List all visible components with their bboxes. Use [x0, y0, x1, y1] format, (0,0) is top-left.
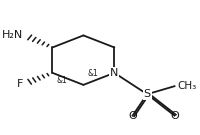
Text: F: F [17, 79, 23, 89]
Text: H₂N: H₂N [2, 30, 23, 40]
Text: S: S [144, 89, 151, 99]
Text: &1: &1 [88, 69, 99, 78]
Text: O: O [128, 111, 137, 121]
Text: CH₃: CH₃ [177, 81, 196, 91]
Text: N: N [110, 68, 119, 78]
Text: O: O [170, 111, 179, 121]
Text: &1: &1 [57, 76, 68, 85]
